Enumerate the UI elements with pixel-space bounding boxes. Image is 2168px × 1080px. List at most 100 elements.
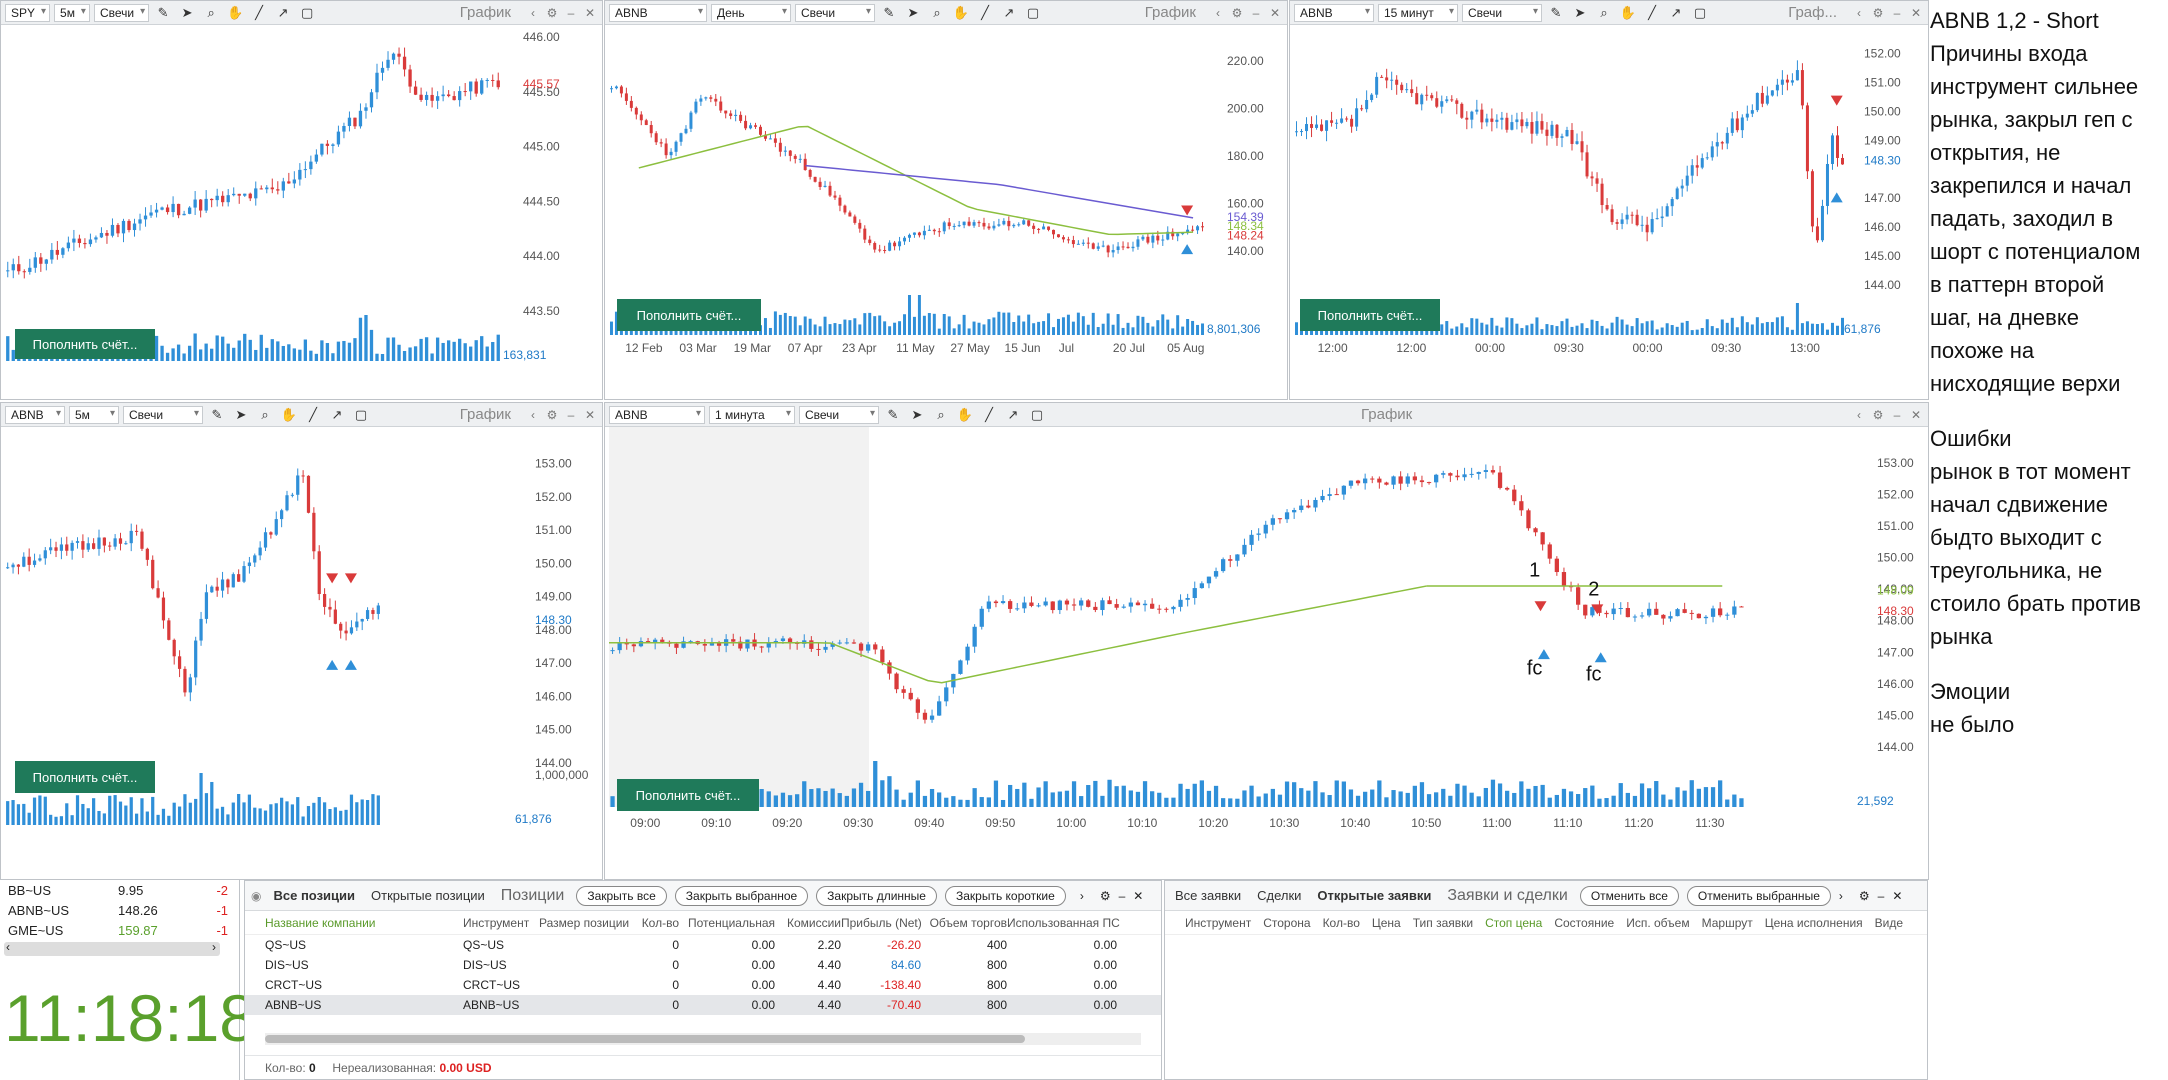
cursor-icon[interactable]: ➤ bbox=[911, 406, 923, 422]
col-pnl[interactable]: Прибыль (Net) bbox=[841, 915, 922, 930]
line-tool-icon[interactable]: ╱ bbox=[1648, 4, 1656, 20]
minimize-icon[interactable]: – bbox=[567, 5, 575, 20]
col-order-10[interactable]: Виде bbox=[1874, 915, 1904, 930]
close-long-button[interactable]: Закрыть длинные bbox=[816, 885, 937, 906]
col-order-7[interactable]: Исп. объем bbox=[1626, 915, 1690, 930]
line-tool-icon[interactable]: ╱ bbox=[985, 406, 993, 422]
chart-type-select[interactable]: Свечи bbox=[93, 3, 150, 22]
back-icon[interactable]: ‹ bbox=[531, 407, 535, 422]
col-order-8[interactable]: Маршрут bbox=[1701, 915, 1753, 930]
cursor-icon[interactable]: ➤ bbox=[181, 4, 193, 20]
cursor-icon[interactable]: ➤ bbox=[907, 4, 919, 20]
chart-type-select[interactable]: Свечи bbox=[1462, 3, 1542, 22]
price-chart[interactable]: 152.00 151.00 150.00 149.00 147.00 146.00 145.… bbox=[1290, 25, 1928, 365]
table-row[interactable]: CRCT~US CRCT~US 0 0.00 4.40 -138.40 800 0.00 bbox=[245, 975, 1161, 995]
back-icon[interactable]: ‹ bbox=[1216, 5, 1220, 20]
timeframe-select[interactable]: 15 минут bbox=[1378, 3, 1458, 22]
symbol-select[interactable]: SPY bbox=[5, 3, 51, 22]
cancel-all-button[interactable]: Отменить все bbox=[1579, 885, 1679, 906]
watchlist-row[interactable]: ABNB~US 148.26 -1 bbox=[0, 900, 239, 920]
hand-icon[interactable]: ✋ bbox=[227, 4, 244, 20]
line-tool-icon[interactable]: ╱ bbox=[255, 4, 263, 20]
minimize-icon[interactable]: – bbox=[1118, 888, 1126, 903]
tab-positions[interactable]: Позиции bbox=[500, 886, 565, 904]
symbol-select[interactable]: ABNB bbox=[1294, 3, 1374, 22]
hand-icon[interactable]: ✋ bbox=[1619, 4, 1637, 20]
deposit-button[interactable]: Пополнить счёт... bbox=[1300, 299, 1440, 331]
minimize-icon[interactable]: – bbox=[567, 407, 575, 422]
draw-tool-icon[interactable]: ✎ bbox=[883, 4, 895, 20]
rect-tool-icon[interactable]: ▢ bbox=[354, 406, 368, 422]
rect-tool-icon[interactable]: ▢ bbox=[1026, 4, 1040, 20]
zoom-icon[interactable]: ⌕ bbox=[207, 4, 215, 20]
col-qty[interactable]: Кол-во bbox=[641, 915, 679, 930]
rect-tool-icon[interactable]: ▢ bbox=[1693, 4, 1707, 20]
gear-icon[interactable]: ⚙ bbox=[546, 407, 558, 422]
deposit-button[interactable]: Пополнить счёт... bbox=[617, 299, 761, 331]
col-instrument[interactable]: Инструмент bbox=[463, 915, 530, 930]
watchlist-row[interactable]: GME~US 159.87 -1 bbox=[0, 920, 239, 940]
gear-icon[interactable]: ⚙ bbox=[1099, 888, 1111, 903]
col-order-5[interactable]: Стоп цена bbox=[1485, 915, 1543, 930]
chart-type-select[interactable]: Свечи bbox=[795, 3, 875, 22]
watchlist-row[interactable]: BB~US 9.95 -2 bbox=[0, 880, 239, 900]
draw-tool-icon[interactable]: ✎ bbox=[887, 406, 899, 422]
deposit-button[interactable]: Пополнить счёт... bbox=[617, 779, 759, 811]
hand-icon[interactable]: ✋ bbox=[956, 406, 974, 422]
symbol-select[interactable]: ABNB bbox=[609, 405, 705, 424]
close-icon[interactable]: ✕ bbox=[1910, 407, 1922, 422]
arrow-tool-icon[interactable]: ↗ bbox=[1003, 4, 1015, 20]
chevron-right-icon[interactable]: › bbox=[1079, 888, 1084, 903]
col-order-9[interactable]: Цена исполнения bbox=[1764, 915, 1863, 930]
price-chart[interactable]: 153.00 152.00 151.00 150.00 149.00 148.00 147.… bbox=[1, 427, 602, 835]
minimize-icon[interactable]: – bbox=[1893, 5, 1901, 20]
timeframe-select[interactable]: 5м bbox=[54, 3, 90, 22]
gear-icon[interactable]: ⚙ bbox=[1858, 888, 1870, 903]
zoom-icon[interactable]: ⌕ bbox=[261, 406, 269, 422]
zoom-icon[interactable]: ⌕ bbox=[937, 406, 945, 422]
col-order-0[interactable]: Инструмент bbox=[1185, 915, 1252, 930]
minimize-icon[interactable]: – bbox=[1893, 407, 1901, 422]
watchlist-scrollbar[interactable]: ‹ › bbox=[4, 940, 220, 956]
timeframe-select[interactable]: 1 минута bbox=[709, 405, 795, 424]
tab-all-orders[interactable]: Все заявки bbox=[1175, 888, 1242, 903]
tab-all-positions[interactable]: Все позиции bbox=[273, 888, 355, 903]
chevron-right-icon[interactable]: › bbox=[212, 940, 216, 954]
hand-icon[interactable]: ✋ bbox=[952, 4, 970, 20]
arrow-tool-icon[interactable]: ↗ bbox=[1670, 4, 1682, 20]
tab-trades[interactable]: Сделки bbox=[1257, 888, 1302, 903]
timeframe-select[interactable]: День bbox=[711, 3, 791, 22]
col-order-3[interactable]: Цена bbox=[1371, 915, 1401, 930]
col-fees[interactable]: Комиссии bbox=[786, 915, 841, 930]
price-chart[interactable]: 153.00 152.00 151.00 150.00 149.00 148.00 147.… bbox=[605, 427, 1928, 847]
deposit-button[interactable]: Пополнить счёт... bbox=[15, 329, 155, 359]
symbol-select[interactable]: ABNB bbox=[5, 405, 65, 424]
line-tool-icon[interactable]: ╱ bbox=[309, 406, 317, 422]
rect-tool-icon[interactable]: ▢ bbox=[300, 4, 314, 20]
col-order-1[interactable]: Сторона bbox=[1263, 915, 1311, 930]
close-icon[interactable]: ✕ bbox=[1892, 888, 1903, 903]
close-icon[interactable]: ✕ bbox=[1269, 5, 1281, 20]
close-short-button[interactable]: Закрыть короткие bbox=[944, 885, 1066, 906]
tab-open-positions[interactable]: Открытые позиции bbox=[371, 888, 485, 903]
close-all-button[interactable]: Закрыть все bbox=[576, 885, 667, 906]
back-icon[interactable]: ‹ bbox=[1857, 5, 1861, 20]
zoom-icon[interactable]: ⌕ bbox=[933, 4, 941, 20]
table-row[interactable]: DIS~US DIS~US 0 0.00 4.40 84.60 800 0.00 bbox=[245, 955, 1161, 975]
tab-orders-and-trades[interactable]: Заявки и сделки bbox=[1447, 886, 1568, 904]
arrow-tool-icon[interactable]: ↗ bbox=[331, 406, 343, 422]
symbol-select[interactable]: ABNB bbox=[609, 3, 707, 22]
col-used-bp[interactable]: Использованная ПС bbox=[1007, 915, 1120, 930]
positions-scrollbar[interactable] bbox=[265, 1033, 1141, 1045]
close-icon[interactable]: ✕ bbox=[584, 407, 596, 422]
arrow-tool-icon[interactable]: ↗ bbox=[1007, 406, 1019, 422]
gear-icon[interactable]: ⚙ bbox=[1872, 407, 1884, 422]
cursor-icon[interactable]: ➤ bbox=[1574, 4, 1586, 20]
col-company[interactable]: Название компании bbox=[265, 915, 376, 930]
draw-tool-icon[interactable]: ✎ bbox=[211, 406, 223, 422]
col-volume[interactable]: Объем торгов bbox=[929, 915, 1007, 930]
col-order-6[interactable]: Состояние bbox=[1554, 915, 1615, 930]
col-order-2[interactable]: Кол-во bbox=[1322, 915, 1360, 930]
col-order-4[interactable]: Тип заявки bbox=[1412, 915, 1474, 930]
gear-icon[interactable]: ⚙ bbox=[1231, 5, 1243, 20]
